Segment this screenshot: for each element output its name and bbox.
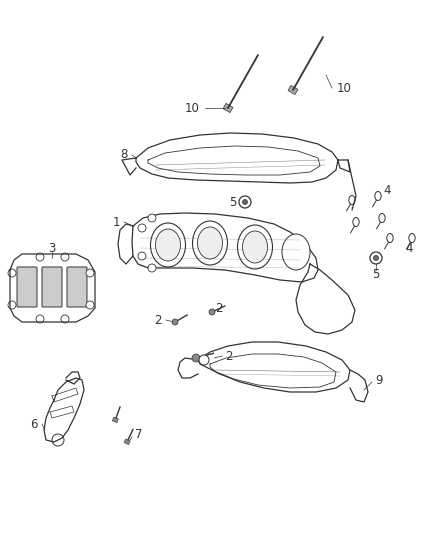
- Circle shape: [209, 309, 215, 315]
- Text: 10: 10: [185, 101, 200, 115]
- Text: 2: 2: [225, 350, 233, 362]
- Ellipse shape: [151, 223, 186, 267]
- Ellipse shape: [243, 231, 268, 263]
- Text: 9: 9: [375, 374, 382, 386]
- Circle shape: [192, 354, 200, 362]
- FancyBboxPatch shape: [17, 267, 37, 307]
- Ellipse shape: [282, 234, 310, 270]
- Circle shape: [148, 214, 156, 222]
- Text: 2: 2: [155, 313, 162, 327]
- Circle shape: [8, 301, 16, 309]
- Circle shape: [199, 355, 209, 365]
- Circle shape: [172, 319, 178, 325]
- Ellipse shape: [237, 225, 272, 269]
- Circle shape: [8, 269, 16, 277]
- Circle shape: [52, 434, 64, 446]
- Polygon shape: [288, 85, 298, 94]
- Text: 5: 5: [230, 196, 237, 208]
- Text: 1: 1: [113, 215, 120, 229]
- Circle shape: [138, 252, 146, 260]
- Circle shape: [148, 264, 156, 272]
- Circle shape: [61, 315, 69, 323]
- FancyBboxPatch shape: [42, 267, 62, 307]
- Circle shape: [138, 224, 146, 232]
- Circle shape: [61, 253, 69, 261]
- Text: 2: 2: [215, 302, 223, 314]
- Text: 5: 5: [372, 269, 380, 281]
- Text: 10: 10: [337, 82, 352, 94]
- FancyBboxPatch shape: [67, 267, 87, 307]
- Text: 8: 8: [120, 149, 128, 161]
- Circle shape: [36, 253, 44, 261]
- Polygon shape: [223, 103, 233, 112]
- Circle shape: [374, 255, 378, 261]
- Ellipse shape: [192, 221, 227, 265]
- Text: 3: 3: [48, 241, 56, 254]
- Circle shape: [243, 199, 247, 205]
- Text: 6: 6: [31, 417, 38, 431]
- Polygon shape: [124, 439, 130, 445]
- Ellipse shape: [198, 227, 223, 259]
- Circle shape: [86, 269, 94, 277]
- Text: 4: 4: [383, 183, 391, 197]
- Circle shape: [239, 196, 251, 208]
- Circle shape: [370, 252, 382, 264]
- Text: 4: 4: [405, 241, 413, 254]
- Ellipse shape: [155, 229, 180, 261]
- Polygon shape: [112, 417, 118, 423]
- Circle shape: [36, 315, 44, 323]
- Circle shape: [86, 301, 94, 309]
- Text: 7: 7: [135, 429, 142, 441]
